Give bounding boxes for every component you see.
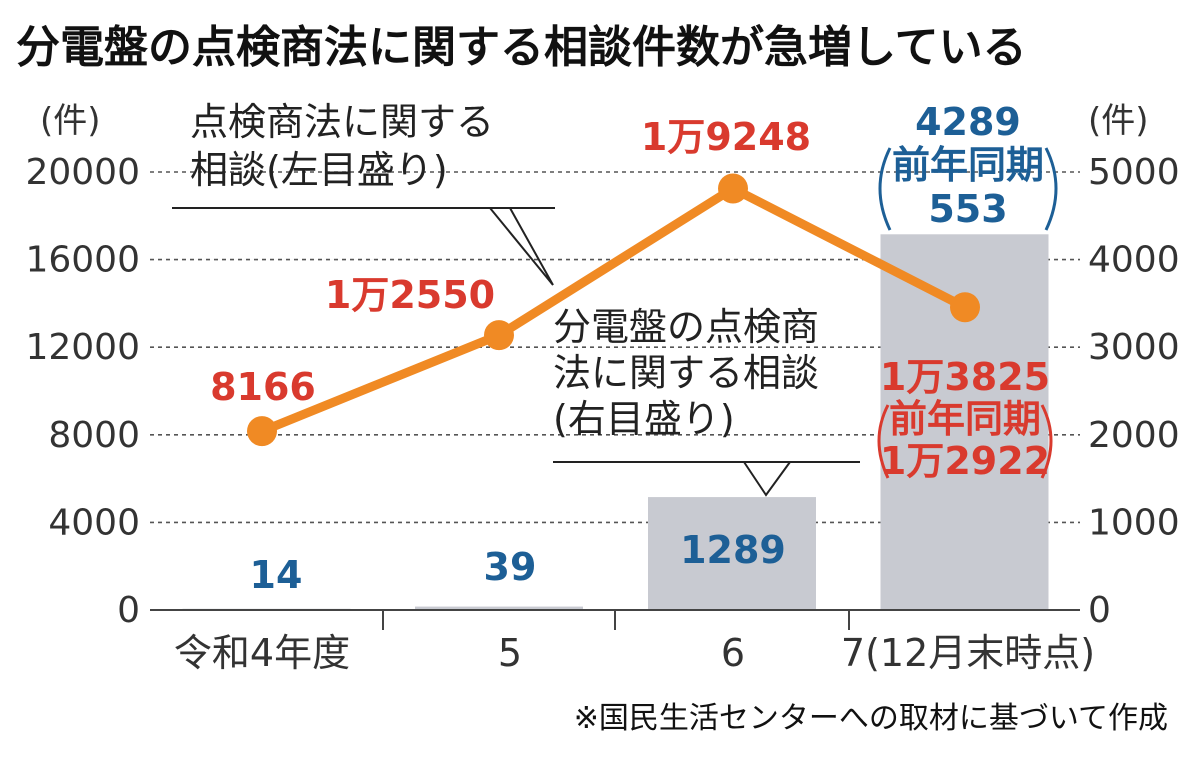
bar-series-callout: 分電盤の点検商	[553, 305, 819, 349]
red-bracket-right	[1040, 404, 1053, 479]
line-point	[247, 416, 277, 447]
category-label: 6	[721, 631, 745, 675]
left-tick-label: 20000	[25, 152, 140, 193]
right-tick-label: 3000	[1088, 327, 1180, 368]
category-label: 7(12月末時点)	[841, 631, 1095, 675]
right-axis-unit: (件)	[1088, 101, 1149, 141]
left-axis-unit: (件)	[40, 101, 101, 141]
bar-data-label: 39	[484, 545, 537, 589]
right-tick-label: 0	[1088, 590, 1111, 631]
bar-callout-pointer	[743, 461, 791, 497]
line-point	[950, 292, 980, 323]
right-tick-label: 1000	[1088, 502, 1180, 543]
line-series	[247, 173, 980, 447]
left-tick-label: 12000	[25, 327, 140, 368]
bar-series-callout: (右目盛り)	[553, 397, 735, 441]
left-tick-label: 8000	[48, 415, 140, 456]
axes: 0 4000 8000 12000 16000 20000 0 1000 2000 3000 400…	[25, 101, 1179, 675]
bar-extra-label: 前年同期	[892, 143, 1044, 187]
left-tick-label: 4000	[48, 502, 140, 543]
blue-bracket-left	[878, 147, 892, 231]
right-tick-label: 4000	[1088, 240, 1180, 281]
left-tick-label: 16000	[25, 240, 140, 281]
line-callout-pointer	[489, 207, 554, 286]
line-data-label: 8166	[210, 365, 316, 409]
category-label: 令和4年度	[174, 631, 350, 675]
line-point	[718, 173, 748, 204]
bar-extra-label: 553	[928, 187, 1007, 231]
chart-title: 分電盤の点検商法に関する相談件数が急増している	[16, 22, 1027, 73]
line-point	[484, 320, 514, 351]
line-extra-label: 1万2922	[880, 439, 1050, 483]
line-data-label: 1万3825	[880, 355, 1050, 399]
right-tick-label: 5000	[1088, 152, 1180, 193]
category-label: 5	[498, 631, 522, 675]
source-note: ※国民生活センターへの取材に基づいて作成	[574, 701, 1168, 736]
bar-series-callout: 法に関する相談	[553, 351, 819, 395]
left-tick-label: 0	[117, 590, 140, 631]
bar	[648, 497, 816, 610]
red-bracket-left	[877, 404, 890, 479]
line-extra-label: 前年同期	[889, 397, 1041, 441]
line-data-label: 1万2550	[325, 273, 495, 317]
series-callouts: 点検商法に関する相談(左目盛り) 分電盤の点検商法に関する相談(右目盛り)	[172, 100, 860, 497]
bar-data-label: 1289	[680, 528, 786, 572]
line-path	[260, 183, 968, 436]
line-series-callout: 点検商法に関する	[190, 100, 494, 144]
line-series-callout: 相談(左目盛り)	[190, 148, 448, 192]
blue-bracket-right	[1044, 147, 1058, 231]
right-tick-label: 2000	[1088, 415, 1180, 456]
bar	[415, 606, 583, 610]
bar-series	[182, 234, 1049, 610]
bar-data-label: 14	[250, 553, 303, 597]
line-data-label: 1万9248	[641, 115, 811, 159]
bar-data-label: 4289	[915, 100, 1021, 144]
